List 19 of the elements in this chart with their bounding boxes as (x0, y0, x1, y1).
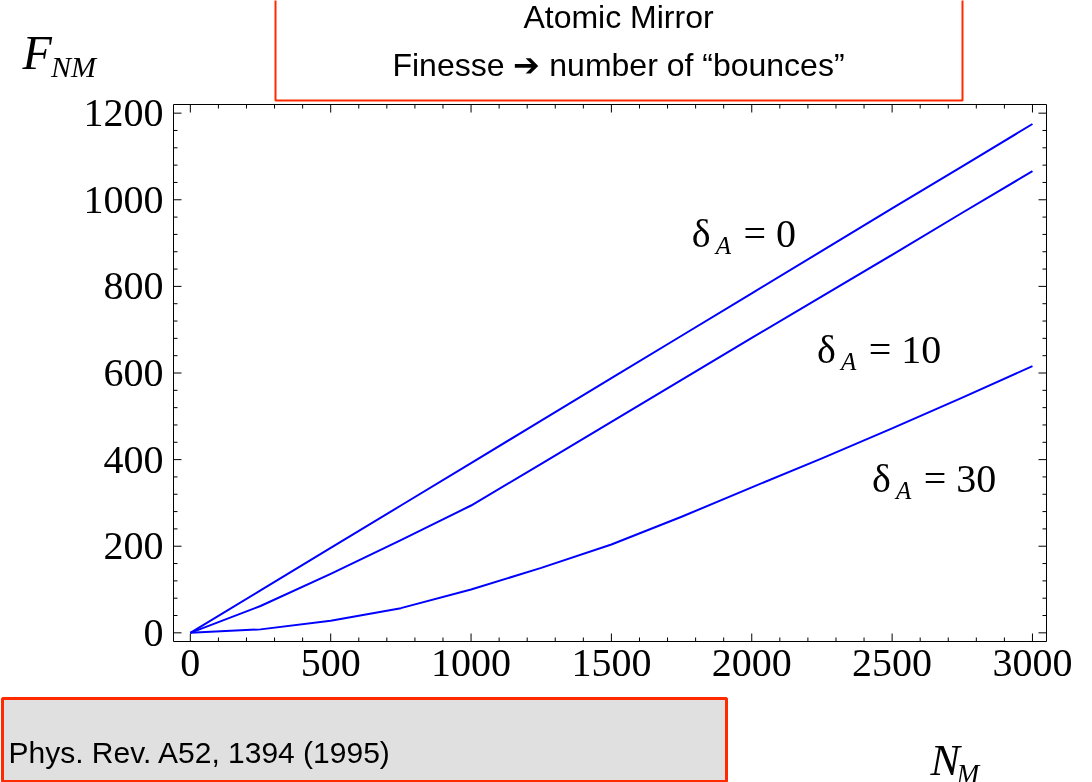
y-tick-label: 600 (103, 350, 164, 395)
x-tick-label: 500 (300, 639, 361, 685)
chart-title: Atomic Mirror (523, 0, 714, 35)
y-tick-label: 1200 (83, 90, 164, 136)
y-tick-label: 400 (103, 436, 164, 482)
y-tick-label: 1000 (83, 176, 164, 222)
text: F (22, 26, 52, 79)
x-axis-title: NM (49, 50, 98, 84)
x-tick-label: 0 (180, 639, 201, 685)
x-tick-label: 1500 (571, 639, 652, 685)
x-tick-label: 2000 (711, 639, 792, 685)
y-tick-label: 0 (143, 609, 164, 655)
text: Phys. Rev. A52, 1394 (1995) (8, 735, 390, 769)
x-tick-label: 3000 (992, 639, 1073, 685)
x-tick-label: 1000 (431, 639, 512, 685)
y-tick-label: 800 (103, 263, 164, 309)
y-tick-label: 200 (103, 523, 164, 569)
chart-subtitle: Finesse ➔ number of “bounces” (392, 46, 845, 83)
x-tick-label: 2500 (852, 639, 933, 685)
